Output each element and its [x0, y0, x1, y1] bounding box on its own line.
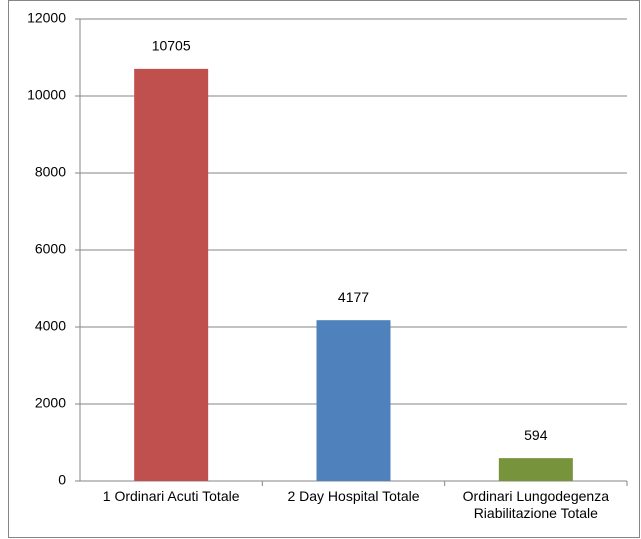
chart-border [8, 0, 640, 538]
y-tick-label: 6000 [35, 241, 66, 257]
data-label: 4177 [338, 289, 369, 305]
y-tick-label: 0 [58, 472, 66, 488]
y-tick-label: 10000 [27, 87, 66, 103]
bar [134, 68, 209, 482]
y-tick-label: 2000 [35, 395, 66, 411]
y-tick-label: 4000 [35, 318, 66, 334]
y-tick-label: 8000 [35, 164, 66, 180]
y-tick-label: 12000 [27, 10, 66, 26]
bar [498, 458, 573, 481]
data-label: 10705 [152, 38, 191, 54]
x-tick-label: 1 Ordinari Acuti Totale [102, 488, 240, 504]
x-tick-label: Ordinari Lungodegenza Riabilitazione Tot… [462, 488, 609, 521]
bar [316, 320, 391, 481]
data-label: 594 [524, 427, 548, 443]
x-tick-label: 2 Day Hospital Totale [287, 488, 420, 504]
